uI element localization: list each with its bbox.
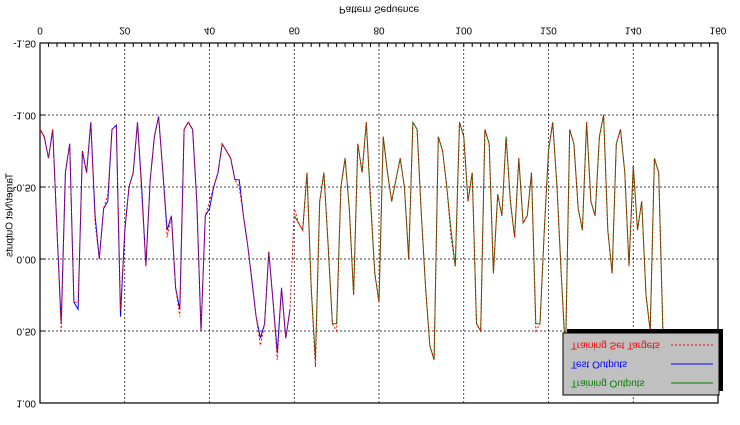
legend-label: Training Outputs [571,377,645,388]
legend-label: Training Set Targets [571,339,660,350]
y-axis-title: Target/Net Outputs [5,173,16,257]
x-tick-label: 100 [455,24,472,35]
x-tick-label: 80 [373,24,385,35]
series-line [39,114,664,368]
x-tick-label: 160 [710,24,727,35]
plot-frame [39,42,719,404]
x-tick-label: 120 [540,24,557,35]
x-tick-label: 20 [119,24,131,35]
y-tick-label: -0.50 [13,181,36,192]
legend-label: Test Outputs [571,358,627,369]
y-tick-label: -1.50 [13,37,36,48]
y-tick-label: 0.50 [17,325,37,336]
x-tick-label: 140 [625,24,642,35]
x-tick-label: 60 [289,24,301,35]
x-tick-label: 40 [204,24,216,35]
y-tick-label: 0.00 [17,253,37,264]
y-tick-label: 1.00 [17,397,37,408]
x-tick-label: 0 [37,24,43,35]
x-axis-title: Pattern Sequence [339,3,419,14]
y-tick-label: -1.00 [13,109,36,120]
